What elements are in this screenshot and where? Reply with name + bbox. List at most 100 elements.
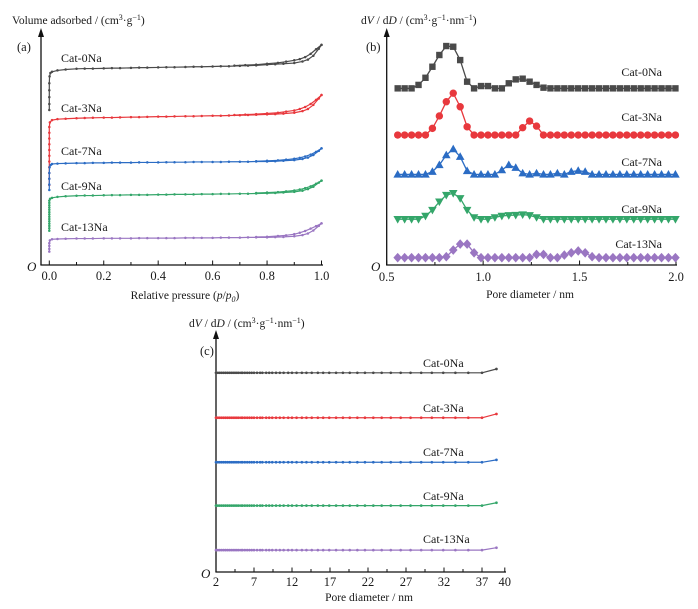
data-point <box>310 460 314 464</box>
data-point <box>312 54 315 57</box>
data-point <box>233 460 237 464</box>
data-point <box>48 222 51 225</box>
series-cat-0na <box>214 367 498 375</box>
data-point <box>436 51 443 59</box>
series-cat-7na <box>393 144 680 178</box>
data-point <box>441 416 445 420</box>
data-point <box>310 416 314 420</box>
x-label-text: / <box>223 290 227 302</box>
data-point <box>102 237 105 240</box>
data-point <box>295 416 298 420</box>
data-point <box>505 80 512 87</box>
data-point <box>305 548 308 552</box>
data-point <box>48 143 51 146</box>
data-point <box>630 85 637 92</box>
data-point <box>48 95 51 99</box>
data-point <box>231 548 235 552</box>
data-point <box>298 231 301 235</box>
data-point <box>495 412 498 416</box>
data-point <box>341 504 345 507</box>
data-point <box>435 112 444 120</box>
data-point <box>546 252 555 263</box>
data-point <box>229 371 233 375</box>
series-cat-13na <box>214 546 498 552</box>
data-point <box>480 504 484 507</box>
data-point <box>316 416 320 420</box>
data-point <box>246 113 250 117</box>
data-point <box>50 118 54 122</box>
data-point <box>56 69 59 72</box>
data-point <box>254 160 258 163</box>
data-point <box>601 169 611 178</box>
data-point <box>258 460 262 464</box>
panel-b-pore-distribution-micro: dV / dD / (cm3·g−1·nm−1) (b) O 0.5 1.0 1.5… <box>361 13 684 301</box>
x-tick-label: 1.0 <box>314 269 330 283</box>
data-point <box>258 504 262 507</box>
data-point <box>110 161 114 164</box>
data-point <box>173 115 176 118</box>
data-point <box>301 109 304 113</box>
data-point <box>435 160 444 169</box>
data-point <box>462 166 472 175</box>
x-tick-label: 1.5 <box>572 270 588 284</box>
data-point <box>220 460 224 464</box>
data-point <box>286 504 290 507</box>
data-point <box>306 187 310 191</box>
data-point <box>348 460 352 464</box>
data-point <box>216 504 220 507</box>
data-point <box>282 416 285 420</box>
data-point <box>671 252 680 263</box>
data-point <box>580 167 590 175</box>
data-point <box>274 504 278 507</box>
data-point <box>490 252 500 263</box>
data-point <box>650 169 659 178</box>
data-point <box>477 82 485 90</box>
data-point <box>657 252 666 263</box>
data-point <box>48 177 51 180</box>
data-point <box>250 504 254 507</box>
data-point <box>341 416 345 420</box>
data-point <box>137 115 141 119</box>
data-point <box>229 548 233 552</box>
data-point <box>250 371 254 375</box>
data-point <box>48 201 51 205</box>
data-point <box>56 195 59 199</box>
data-point <box>450 43 457 50</box>
data-point <box>456 56 464 64</box>
data-point <box>282 62 285 65</box>
data-point <box>643 131 652 139</box>
y-label-sup: −1 <box>437 13 446 22</box>
data-point <box>233 64 236 67</box>
y-label-text: ) <box>141 15 145 27</box>
data-point <box>371 416 375 420</box>
data-point <box>303 186 307 190</box>
series-label-cat-7na: Cat-7Na <box>423 445 464 459</box>
data-point <box>231 371 235 375</box>
data-point <box>48 206 51 209</box>
data-point <box>334 460 338 464</box>
data-point <box>50 162 54 166</box>
data-point <box>83 116 86 120</box>
data-point <box>518 252 527 263</box>
data-point <box>348 371 352 375</box>
data-point <box>146 193 149 197</box>
panel-label: (b) <box>366 40 381 54</box>
data-point <box>235 371 239 375</box>
data-point <box>546 169 555 178</box>
data-point <box>91 194 95 197</box>
x-axis-label: Relative pressure (p/p0) <box>131 290 240 304</box>
data-point <box>497 252 507 263</box>
data-point <box>650 216 659 224</box>
series-cat-9na <box>48 179 323 232</box>
y-label-italic: V <box>367 15 376 27</box>
data-point <box>454 416 457 420</box>
data-point <box>518 211 527 220</box>
data-point <box>300 460 304 464</box>
data-point <box>192 160 195 164</box>
data-point <box>284 234 288 237</box>
data-point <box>526 78 533 85</box>
data-point <box>278 504 282 507</box>
y-label-text: Volume adsorbed / (cm <box>12 15 119 27</box>
data-point <box>110 193 114 197</box>
data-point <box>407 131 416 139</box>
